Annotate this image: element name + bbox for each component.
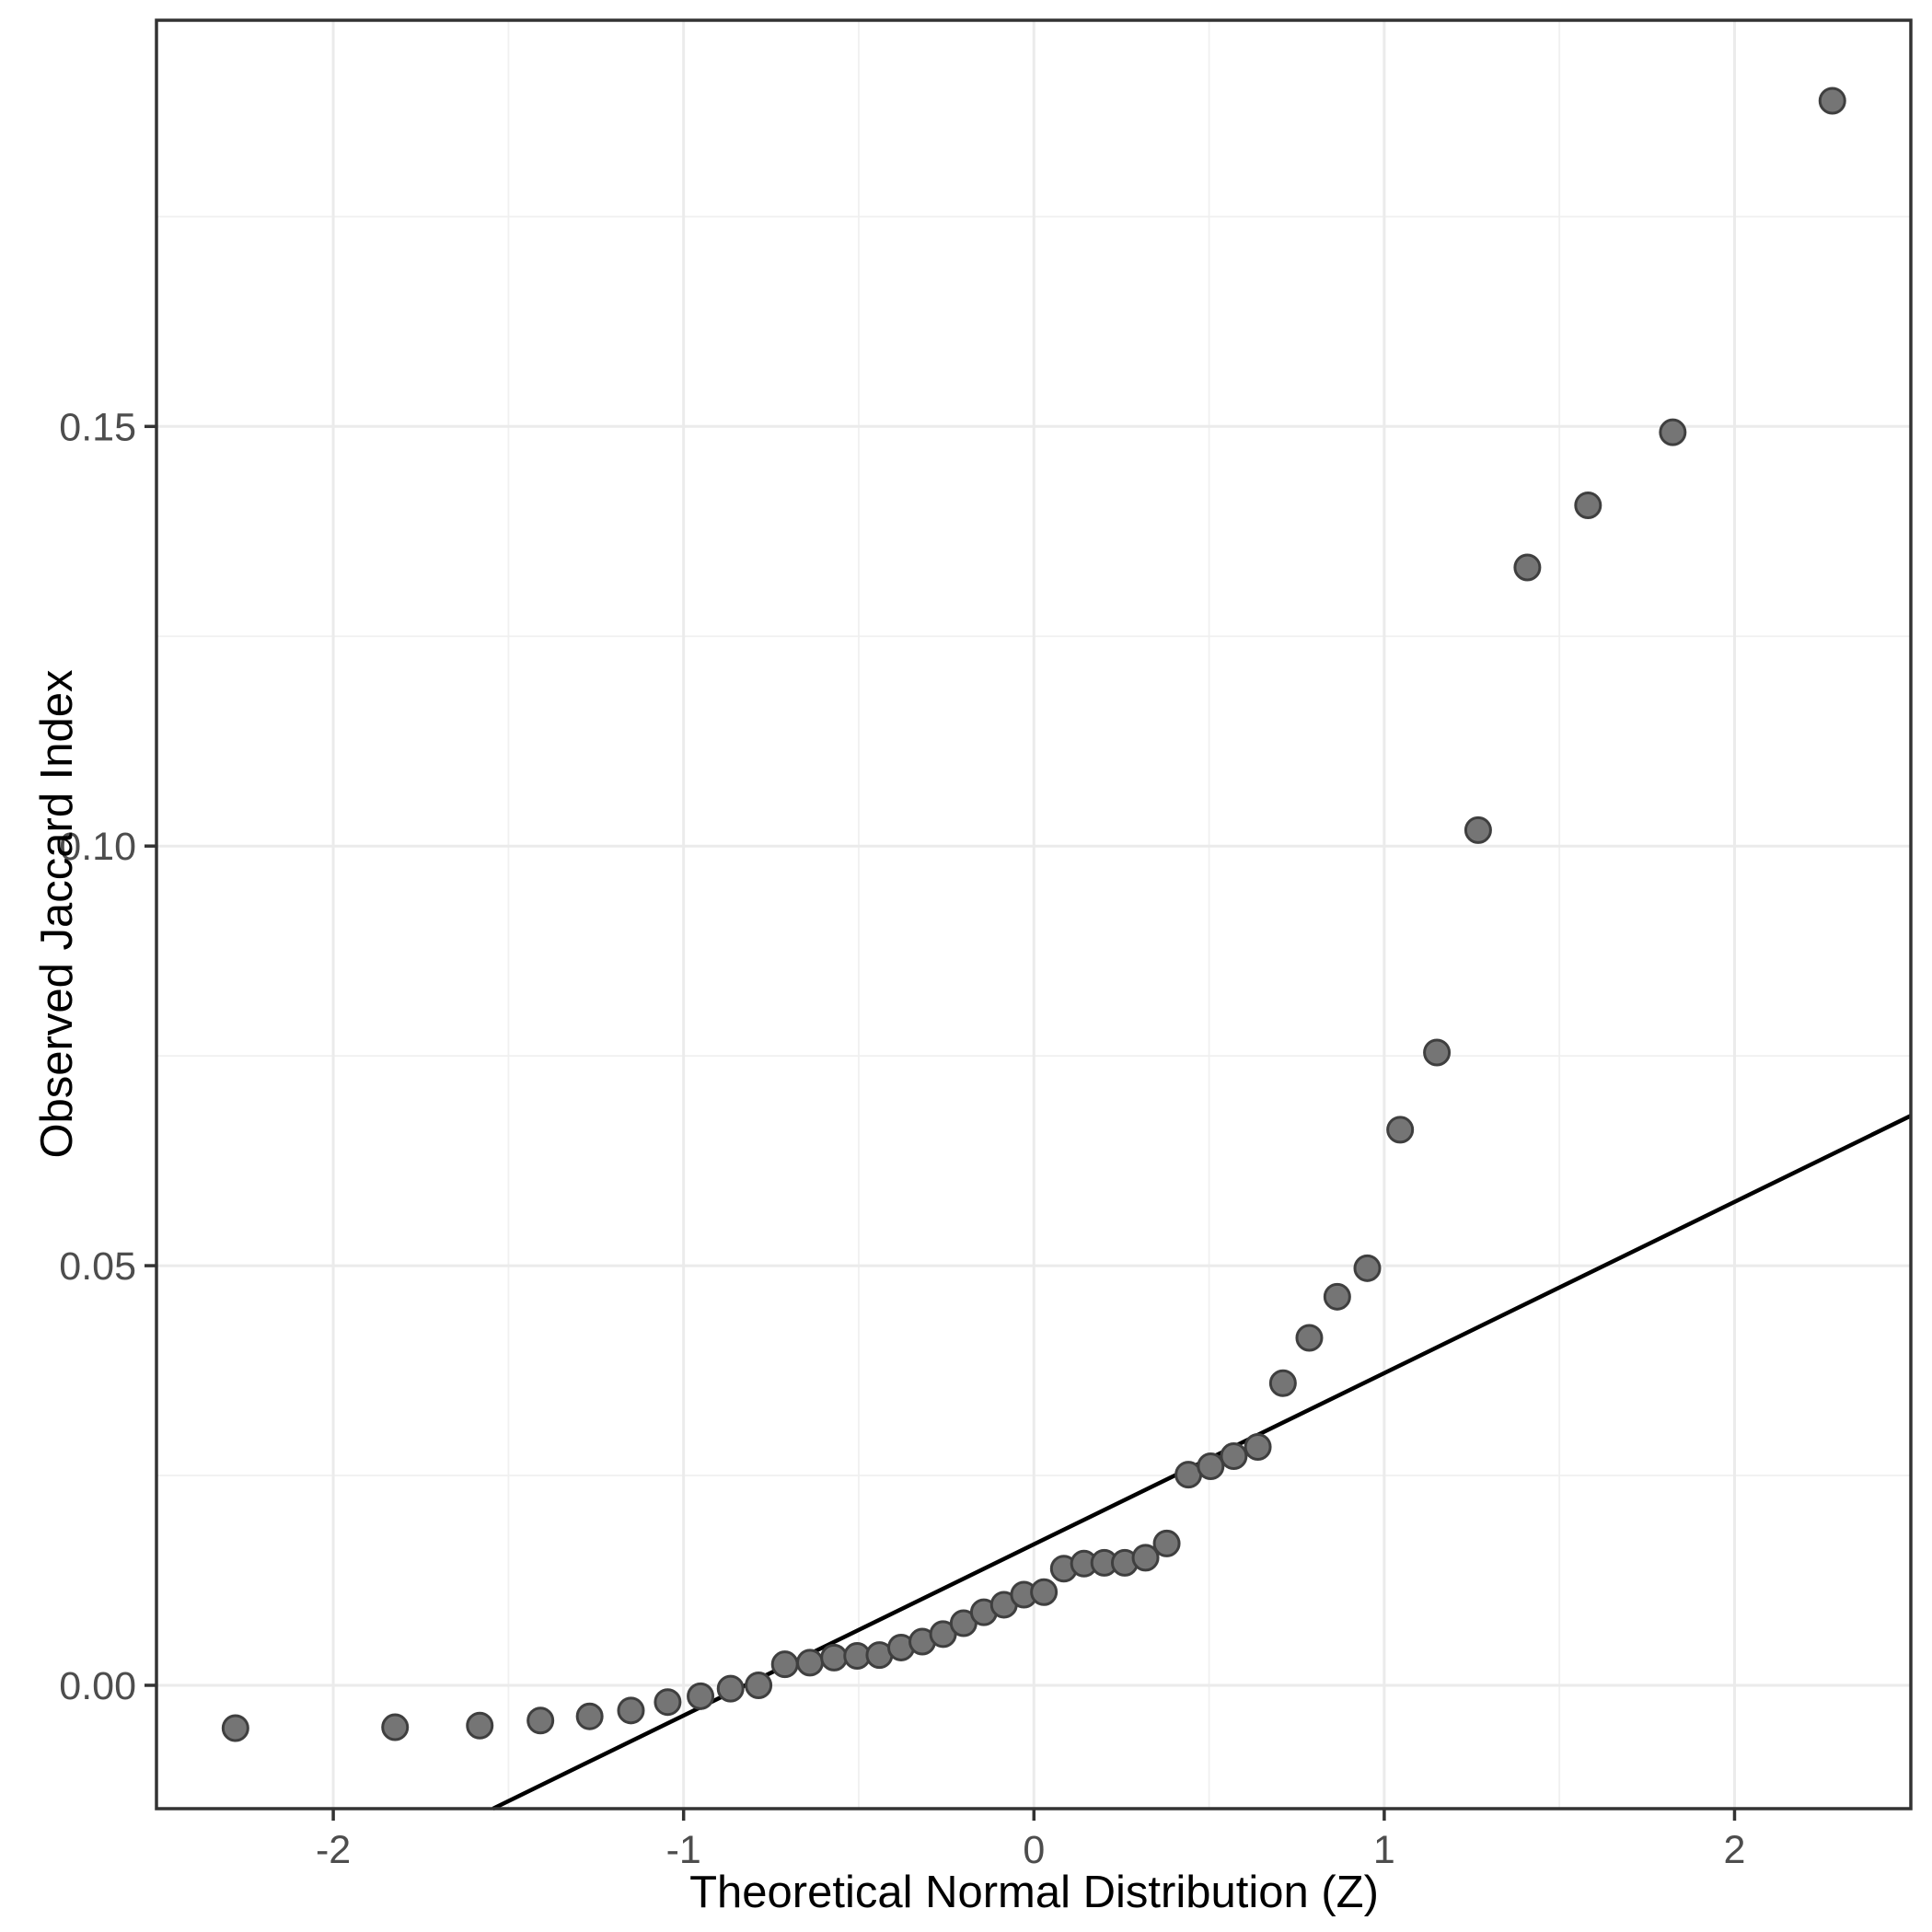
x-axis-tick-label: 2: [1724, 1828, 1746, 1872]
y-axis-tick-label: 0.10: [59, 825, 136, 869]
data-point: [575, 1702, 604, 1730]
x-axis-tick-label: -2: [316, 1828, 351, 1872]
data-point: [1353, 1254, 1382, 1282]
data-point: [1295, 1324, 1324, 1352]
x-axis-tick-label: -1: [666, 1828, 701, 1872]
data-point: [687, 1682, 715, 1710]
data-point: [820, 1643, 849, 1672]
x-axis-tick-label: 1: [1373, 1828, 1395, 1872]
data-point: [1152, 1529, 1181, 1557]
data-point: [526, 1706, 555, 1735]
data-point: [796, 1649, 825, 1677]
data-point: [770, 1650, 799, 1679]
data-point: [1513, 553, 1542, 582]
y-axis-tick-label: 0.05: [59, 1244, 136, 1289]
data-point: [1574, 492, 1602, 520]
data-point: [381, 1713, 410, 1741]
data-point: [1659, 418, 1687, 446]
data-point: [1197, 1452, 1225, 1480]
y-axis-tick-label: 0.00: [59, 1664, 136, 1708]
y-axis-tick-label: 0.15: [59, 405, 136, 449]
data-point: [716, 1674, 745, 1703]
data-point: [1131, 1544, 1160, 1572]
data-point: [1220, 1442, 1248, 1471]
data-point: [1323, 1282, 1351, 1311]
data-point: [1244, 1433, 1272, 1462]
x-axis-title: Theoretical Normal Distribution (Z): [689, 1868, 1379, 1917]
y-axis-title: Observed Jaccard Index: [32, 669, 82, 1159]
data-point: [1268, 1369, 1297, 1397]
data-point: [1463, 816, 1492, 844]
data-point: [1818, 87, 1846, 115]
data-point: [1386, 1116, 1415, 1144]
data-point: [1423, 1038, 1452, 1067]
data-point: [221, 1714, 249, 1742]
x-axis-tick-label: 0: [1023, 1828, 1045, 1872]
data-point: [617, 1696, 645, 1725]
data-point: [745, 1671, 773, 1699]
data-point: [466, 1711, 494, 1740]
data-point: [654, 1688, 682, 1717]
data-point: [1030, 1578, 1059, 1606]
